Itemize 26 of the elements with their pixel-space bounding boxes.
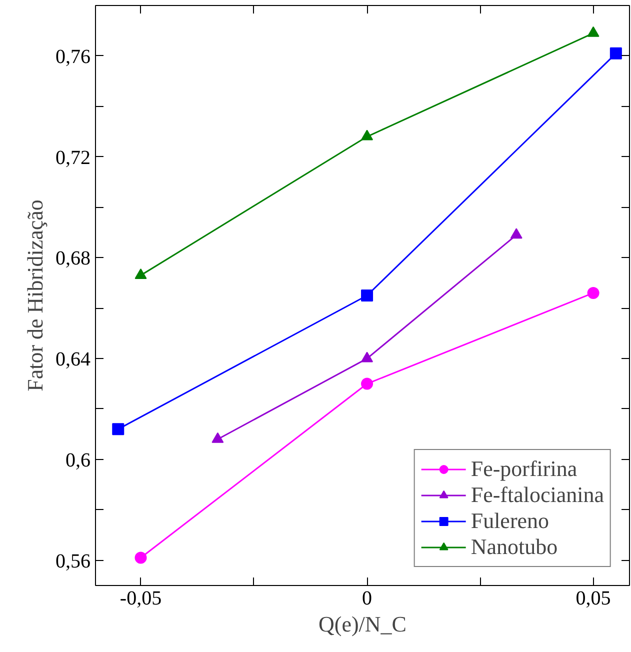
y-tick-label: 0,64 — [56, 348, 90, 371]
point — [134, 552, 147, 564]
x-tick-label: 0,05 — [576, 588, 611, 610]
legend-label: Nanotubo — [470, 534, 558, 560]
point — [134, 268, 147, 279]
y-tick-label: 0,56 — [56, 550, 90, 572]
y-tick-label: 0,68 — [56, 248, 90, 270]
x-axis-title: Q(e)/N_C — [318, 612, 406, 636]
point — [361, 290, 374, 302]
y-tick-label: 0,72 — [56, 146, 90, 169]
point — [361, 378, 374, 390]
y-tick-label: 0,76 — [56, 46, 90, 68]
point — [112, 423, 124, 436]
point — [510, 228, 522, 239]
x-tick-label: 0 — [362, 588, 372, 610]
legend-label: Fulereno — [470, 508, 550, 534]
y-tick-label: 0,6 — [66, 449, 90, 472]
point — [587, 26, 600, 37]
point — [361, 130, 374, 140]
point — [587, 286, 600, 299]
point — [212, 432, 224, 443]
y-axis-title: Fator de Hibridização — [22, 200, 48, 392]
point — [361, 352, 374, 362]
x-tick-label: -0,05 — [120, 588, 162, 610]
legend-label: Fe-porfirina — [470, 456, 578, 482]
legend-label: Fe-ftalocianina — [470, 482, 604, 508]
